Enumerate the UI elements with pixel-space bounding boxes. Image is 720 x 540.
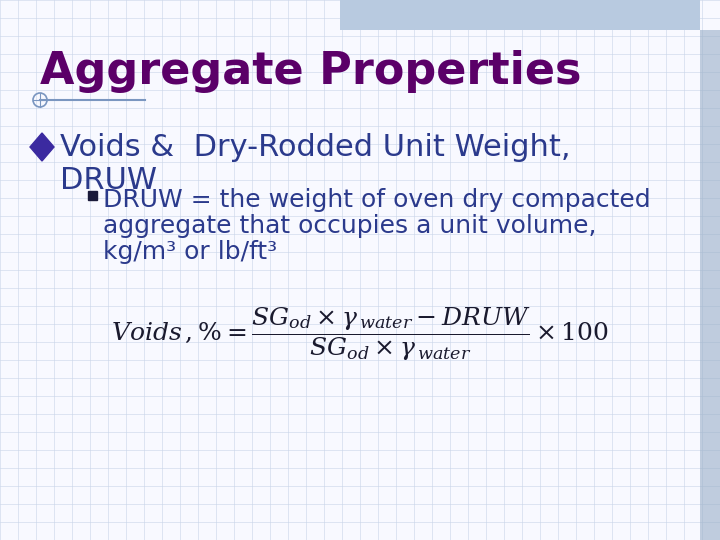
Text: kg/m³ or lb/ft³: kg/m³ or lb/ft³ — [103, 240, 277, 264]
Text: Voids &  Dry-Rodded Unit Weight,: Voids & Dry-Rodded Unit Weight, — [60, 133, 571, 162]
Text: Aggregate Properties: Aggregate Properties — [40, 50, 582, 93]
Bar — [700, 30, 720, 540]
Text: DRUW = the weight of oven dry compacted: DRUW = the weight of oven dry compacted — [103, 188, 651, 212]
Text: aggregate that occupies a unit volume,: aggregate that occupies a unit volume, — [103, 214, 596, 238]
Bar — [340, 0, 700, 30]
Bar — [88, 191, 97, 200]
Polygon shape — [30, 133, 54, 161]
Text: DRUW: DRUW — [60, 166, 157, 195]
Text: $\mathit{Voids\,, \%} = \dfrac{SG_{od} \times \gamma_{\,water} - DRUW}{SG_{od} \: $\mathit{Voids\,, \%} = \dfrac{SG_{od} \… — [111, 305, 609, 363]
